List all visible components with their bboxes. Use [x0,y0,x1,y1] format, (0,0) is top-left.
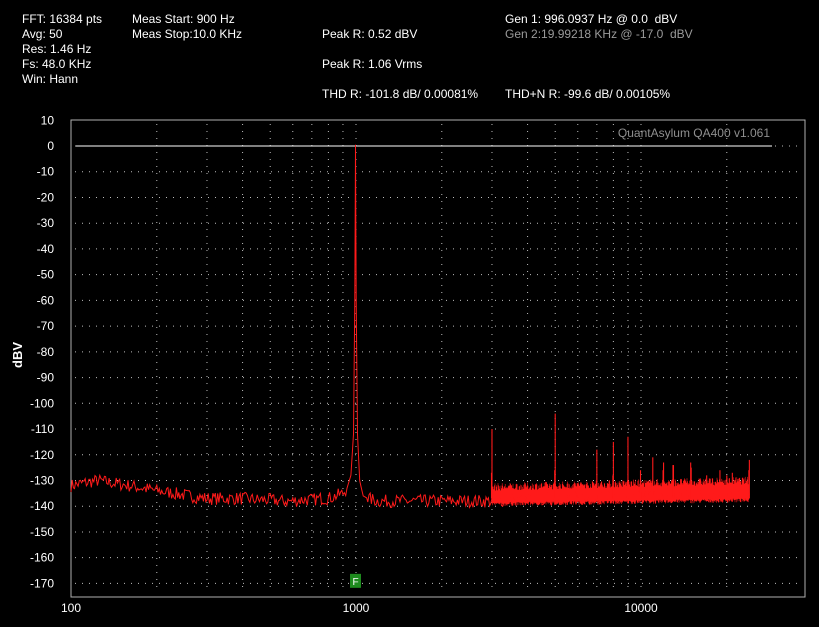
peak-dbv-readout: Peak R: 0.52 dBV [322,27,418,41]
peak-vrms-readout: Peak R: 1.06 Vrms [322,57,423,71]
x-axis-ticks: 100 1000 10000 [61,601,658,615]
y-tick-label: -170 [30,576,54,590]
grid [75,124,801,593]
y-tick-label: -50 [37,268,55,282]
y-tick-label: -20 [37,190,55,204]
x-tick-label: 100 [61,601,81,615]
thd-readout: THD R: -101.8 dB/ 0.00081% [322,87,479,101]
y-tick-label: -130 [30,473,54,487]
y-tick-label: -90 [37,371,55,385]
y-tick-label: -30 [37,216,55,230]
noise-floor-band [491,476,750,506]
fundamental-marker[interactable]: F [350,573,362,588]
y-axis-label: dBV [10,342,25,368]
y-tick-label: -160 [30,551,54,565]
y-tick-label: -60 [37,293,55,307]
x-tick-label: 1000 [343,601,370,615]
x-tick-label: 10000 [624,601,658,615]
harmonic-lines [490,413,750,499]
fs-readout: Fs: 48.0 KHz [22,57,92,71]
gen2-readout: Gen 2:19.99218 KHz @ -17.0 dBV [505,27,693,41]
noise-band-path [491,476,750,506]
y-tick-label: -110 [31,422,54,436]
y-tick-label: -70 [37,319,55,333]
avg-readout: Avg: 50 [22,27,63,41]
y-tick-label: 0 [47,139,54,153]
spectrum-trace [70,144,750,509]
window-readout: Win: Hann [22,72,79,86]
thdn-readout: THD+N R: -99.6 dB/ 0.00105% [505,87,671,101]
plot-frame [70,119,806,598]
meas-start-readout: Meas Start: 900 Hz [132,12,235,26]
y-tick-label: -140 [30,499,54,513]
y-tick-label: -120 [30,448,54,462]
y-tick-label: -150 [30,525,54,539]
y-tick-label: -100 [30,396,54,410]
watermark: QuantAsylum QA400 v1.061 [618,126,770,140]
meas-stop-readout: Meas Stop:10.0 KHz [132,27,243,41]
y-tick-label: -40 [37,242,55,256]
gen1-readout: Gen 1: 996.0937 Hz @ 0.0 dBV [505,12,678,26]
y-tick-label: -10 [37,165,55,179]
marker-box[interactable] [350,573,362,588]
fft-readout: FFT: 16384 pts [22,12,103,26]
marker-label: F [352,577,358,588]
y-axis-ticks: 10 0 -10 -20 -30 -40 -50 -60 -70 -80 -90 -100 -110 -1… [30,113,54,590]
y-tick-label: -80 [37,345,55,359]
res-readout: Res: 1.46 Hz [22,42,92,56]
y-tick-label: 10 [41,113,55,127]
